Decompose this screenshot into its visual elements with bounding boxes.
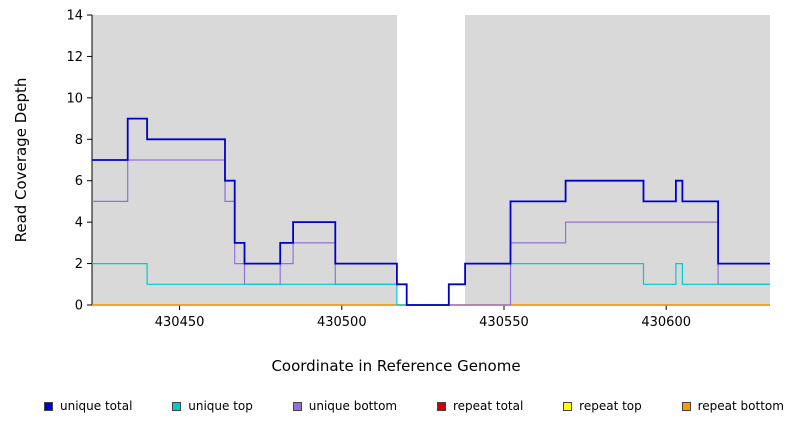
y-tick-label: 14 xyxy=(66,9,83,24)
legend-item-unique-bottom: unique bottom xyxy=(292,399,398,413)
legend-item-unique-top: unique top xyxy=(172,399,253,413)
x-tick-label: 430450 xyxy=(155,315,205,330)
coverage-gap-band xyxy=(396,15,466,305)
chart-legend: unique total unique top unique bottom repea… xyxy=(44,399,784,413)
legend-swatch-unique-top xyxy=(172,401,182,411)
x-axis-label: Coordinate in Reference Genome xyxy=(271,357,521,375)
x-tick-label: 430550 xyxy=(479,315,529,330)
series-unique-bottom xyxy=(92,159,770,306)
y-tick-label: 2 xyxy=(75,257,83,272)
coverage-chart: 0 2 4 6 8 10 12 14 430450 430500 430550 430600 xyxy=(66,9,770,330)
legend-label: unique total xyxy=(60,399,133,413)
legend-label: unique top xyxy=(188,399,253,413)
legend-item-unique-total: unique total xyxy=(44,399,132,413)
y-tick-label: 6 xyxy=(75,174,83,189)
series-unique-total xyxy=(92,117,770,306)
legend-item-repeat-top: repeat top xyxy=(563,399,642,413)
legend-swatch-unique-bottom xyxy=(292,401,302,411)
legend-item-repeat-total: repeat total xyxy=(436,399,524,413)
legend-swatch-repeat-top xyxy=(563,401,573,411)
y-tick-label: 0 xyxy=(75,299,83,314)
y-tick-label: 10 xyxy=(66,91,83,106)
y-tick-label: 4 xyxy=(75,216,83,231)
legend-swatch-unique-total xyxy=(44,401,53,411)
x-tick-label: 430600 xyxy=(641,315,691,330)
legend-label: unique bottom xyxy=(308,399,398,413)
legend-item-repeat-bottom: repeat bottom xyxy=(681,399,784,413)
y-tick-label: 8 xyxy=(75,133,83,148)
y-tick-label: 12 xyxy=(66,50,83,65)
legend-label: repeat total xyxy=(452,399,524,413)
legend-label: repeat top xyxy=(579,399,642,413)
legend-swatch-repeat-total xyxy=(436,401,446,411)
legend-swatch-repeat-bottom xyxy=(681,401,691,411)
legend-label: repeat bottom xyxy=(697,399,784,413)
x-tick-label: 430500 xyxy=(317,315,367,330)
